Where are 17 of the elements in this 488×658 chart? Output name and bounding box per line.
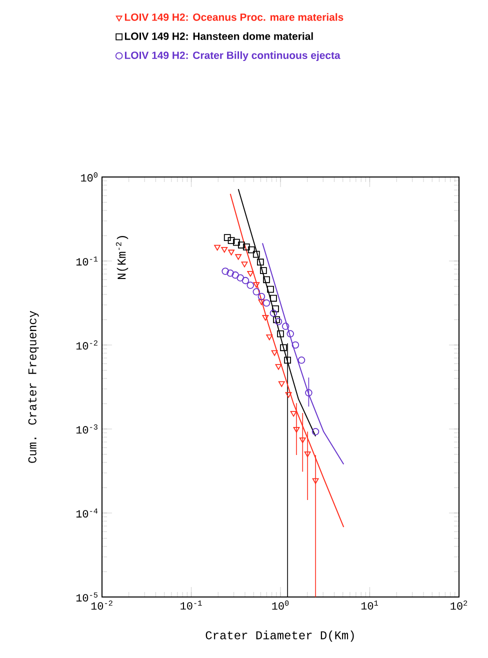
legend-label: LOIV 149 H2: Oceanus Proc. mare materials bbox=[124, 13, 344, 21]
y-tick-label: 10$^{-4}$ bbox=[76, 508, 98, 518]
x-tick-label: 10$^{-1}$ bbox=[180, 600, 202, 610]
y-tick-label: 10$^{-5}$ bbox=[76, 592, 98, 602]
x-tick-label: 10$^{2}$ bbox=[450, 600, 468, 610]
legend-label: LOIV 149 H2: Crater Billy continuous ejecta bbox=[124, 51, 340, 62]
y-axis-title: Cum. Crater Frequency bbox=[28, 310, 39, 463]
y-tick-label: 10$^{-3}$ bbox=[76, 424, 98, 434]
y-tick-label: 10$^{-2}$ bbox=[76, 340, 98, 350]
legend-label: LOIV 149 H2: Hansteen dome material bbox=[124, 32, 313, 40]
x-tick-label: 10$^{-2}$ bbox=[91, 600, 112, 610]
y-tick-label: 10$^{-1}$ bbox=[76, 256, 98, 266]
x-axis-title: Crater Diameter D(Km) bbox=[206, 630, 354, 642]
annotation: N(Km$^{-2}$) bbox=[116, 236, 128, 280]
x-tick-label: 10$^{0}$ bbox=[272, 600, 289, 610]
y-tick-label: 10$^{0}$ bbox=[81, 172, 98, 182]
x-tick-label: 10$^{1}$ bbox=[361, 600, 378, 610]
